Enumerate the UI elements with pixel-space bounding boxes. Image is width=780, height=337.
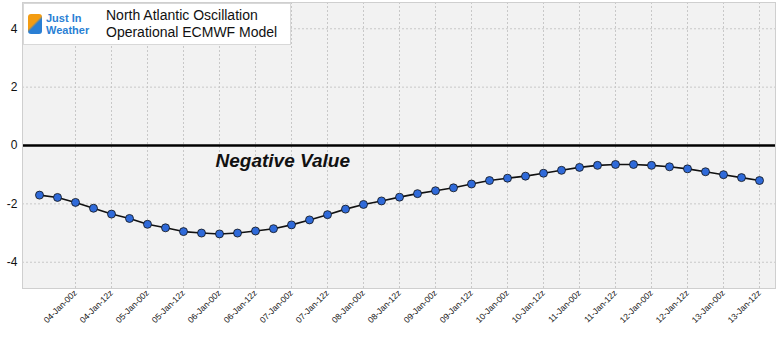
svg-text:09-Jan-12z: 09-Jan-12z: [438, 288, 475, 325]
svg-text:10-Jan-12z: 10-Jan-12z: [510, 288, 547, 325]
svg-text:4: 4: [11, 22, 18, 36]
svg-text:07-Jan-12z: 07-Jan-12z: [294, 288, 331, 325]
svg-text:Negative Value: Negative Value: [216, 150, 351, 171]
svg-text:-4: -4: [7, 255, 18, 269]
svg-text:11-Jan-12z: 11-Jan-12z: [582, 288, 619, 325]
html-text:Just In Weather: Just In Weather: [46, 12, 90, 36]
svg-text:08-Jan-12z: 08-Jan-12z: [366, 288, 403, 325]
svg-text:04-Jan-00z: 04-Jan-00z: [42, 288, 79, 325]
html-text:North Atlantic Oscillation: North Atlantic Oscillation: [106, 7, 258, 23]
svg-text:12-Jan-00z: 12-Jan-00z: [618, 288, 655, 325]
svg-text:10-Jan-00z: 10-Jan-00z: [474, 288, 511, 325]
svg-text:08-Jan-00z: 08-Jan-00z: [330, 288, 367, 325]
svg-text:-2: -2: [7, 197, 18, 211]
svg-text:05-Jan-00z: 05-Jan-00z: [114, 288, 151, 325]
svg-text:07-Jan-00z: 07-Jan-00z: [258, 288, 295, 325]
svg-text:0: 0: [11, 138, 18, 152]
html-text:Operational ECMWF Model: Operational ECMWF Model: [106, 24, 278, 40]
svg-text:05-Jan-12z: 05-Jan-12z: [150, 288, 187, 325]
svg-text:12-Jan-12z: 12-Jan-12z: [654, 288, 691, 325]
svg-text:2: 2: [11, 80, 18, 94]
svg-text:11-Jan-00z: 11-Jan-00z: [546, 288, 583, 325]
svg-text:06-Jan-12z: 06-Jan-12z: [222, 288, 259, 325]
svg-text:09-Jan-00z: 09-Jan-00z: [402, 288, 439, 325]
svg-text:04-Jan-12z: 04-Jan-12z: [78, 288, 115, 325]
svg-text:06-Jan-00z: 06-Jan-00z: [186, 288, 223, 325]
svg-text:13-Jan-00z: 13-Jan-00z: [690, 288, 727, 325]
svg-text:13-Jan-12z: 13-Jan-12z: [726, 288, 763, 325]
